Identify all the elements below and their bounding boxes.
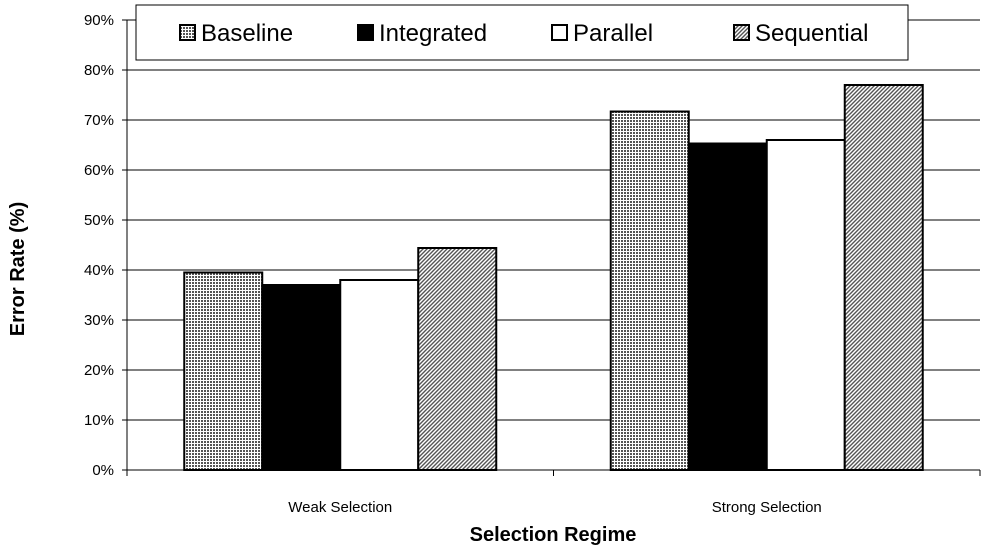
y-axis-title: Error Rate (%) (7, 202, 29, 336)
bar-integrated-weak (261, 284, 342, 471)
x-category-label: Weak Selection (288, 499, 392, 516)
legend-box (135, 4, 909, 61)
bar-integrated-strong (687, 142, 768, 471)
bars (183, 84, 924, 471)
x-axis: Weak Selection Strong Selection (126, 469, 981, 516)
y-tick-label: 80% (84, 62, 114, 79)
legend-label-sequential: Sequential (755, 20, 868, 47)
y-tick-label: 0% (92, 462, 114, 479)
legend-swatch-sequential (733, 24, 750, 41)
legend-label-baseline: Baseline (201, 20, 293, 47)
legend-swatch-baseline (179, 24, 196, 41)
x-category-label: Strong Selection (712, 499, 822, 516)
y-axis: 0% 10% 20% 30% 40% 50% 60% 70% 80% 90% (84, 12, 128, 479)
bar-parallel-weak (339, 279, 420, 471)
legend-swatch-parallel (551, 24, 568, 41)
bar-sequential-weak (417, 247, 498, 471)
legend-label-parallel: Parallel (573, 20, 653, 47)
bar-baseline-weak (183, 271, 264, 471)
legend-label-integrated: Integrated (379, 20, 487, 47)
y-tick-label: 70% (84, 112, 114, 129)
y-tick-label: 30% (84, 312, 114, 329)
y-tick-label: 20% (84, 362, 114, 379)
x-axis-title: Selection Regime (470, 524, 637, 546)
y-tick-label: 40% (84, 262, 114, 279)
bar-sequential-strong (843, 84, 924, 471)
legend: Baseline Integrated Parallel Sequential (135, 4, 909, 61)
bar-baseline-strong (609, 110, 690, 471)
y-tick-label: 50% (84, 212, 114, 229)
y-tick-label: 10% (84, 412, 114, 429)
y-tick-label: 60% (84, 162, 114, 179)
y-tick-label: 90% (84, 12, 114, 29)
legend-swatch-integrated (357, 24, 374, 41)
bar-parallel-strong (765, 139, 846, 471)
